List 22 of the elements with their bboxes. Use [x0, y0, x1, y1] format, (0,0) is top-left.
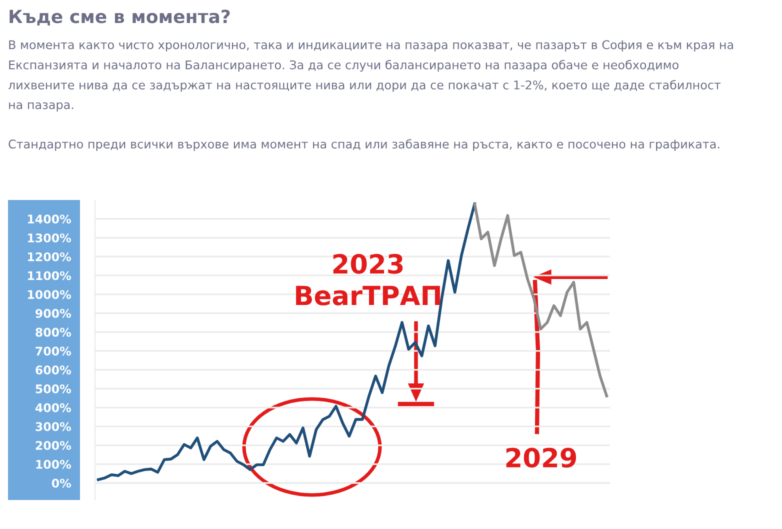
y-tick-label: 1000%	[28, 290, 72, 299]
y-tick-label: 100%	[36, 460, 72, 469]
y-tick-label: 700%	[36, 346, 72, 356]
y-tick-label: 300%	[36, 422, 72, 432]
annotation: 2029	[506, 448, 576, 468]
chart-title: Къде сме в момента?	[10, 10, 230, 26]
annotation: 2023 BearТРАП	[296, 254, 440, 306]
y-tick-label: 600%	[36, 366, 72, 374]
y-tick-label: 1200%	[28, 252, 72, 262]
y-tick-label: 0%	[52, 478, 72, 488]
y-tick-label: 200%	[36, 441, 72, 450]
y-tick-label: 1400%	[28, 214, 72, 224]
line-series	[473, 202, 608, 398]
y-tick-label: 1300%	[28, 233, 72, 242]
text: Стандартно преди всички върхове има момент на спад или забавяне на ръста, както е посочено на графиката.	[8, 139, 720, 151]
y-tick-label: 900%	[36, 308, 72, 318]
text: В момента както чисто хронологично, така и индикациите на пазара показват, че пазарът в София е към края на Експанзията и началото на Балансирането. За да се случи балансирането на пазара обаче е необходимо лихвените нива да се задържат на настоящите нива или дори да се покачат с 1-2%, което ще даде стабилност на пазара.	[8, 40, 733, 112]
line-series	[96, 202, 476, 482]
y-tick-label: 400%	[35, 403, 72, 412]
y-tick-label: 800%	[36, 328, 72, 337]
y-tick-label: 1100%	[28, 271, 72, 280]
y-tick-label: 500%	[36, 384, 72, 394]
